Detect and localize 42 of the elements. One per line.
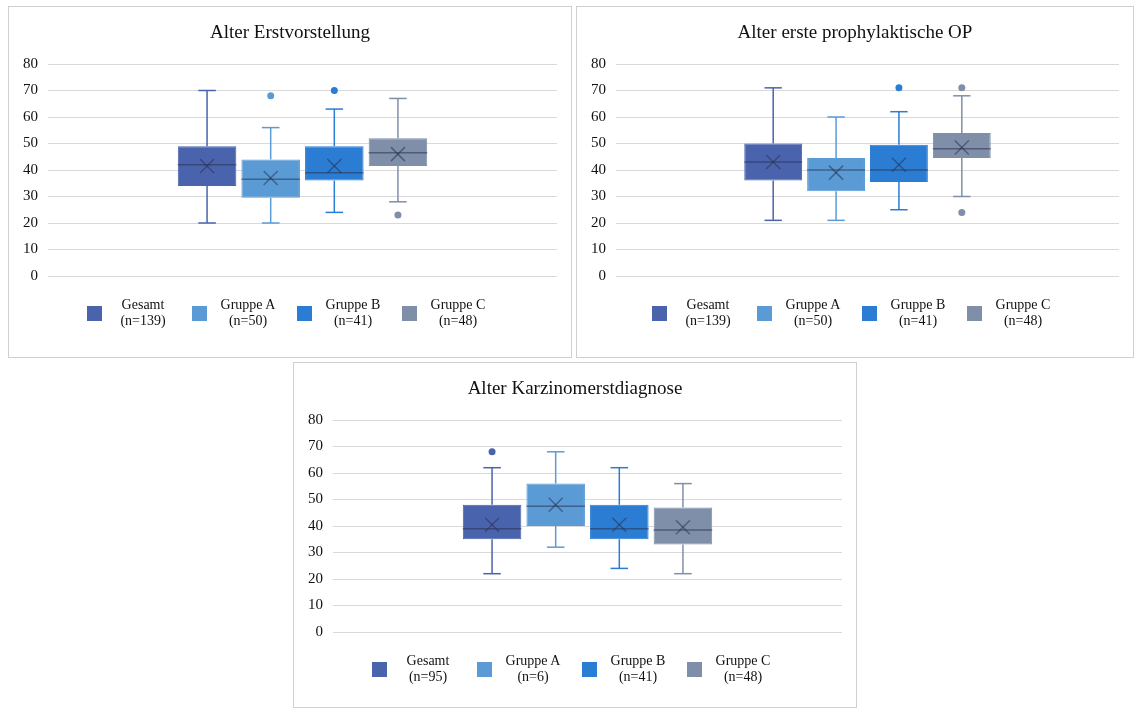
y-tick-label: 80 (591, 54, 606, 71)
legend-label: Gruppe C (n=48) (714, 653, 772, 685)
y-tick-label: 0 (315, 622, 323, 639)
y-tick-label: 20 (23, 213, 38, 230)
y-tick-label: 20 (308, 569, 323, 586)
y-tick-label: 50 (591, 134, 606, 151)
y-tick-label: 70 (308, 437, 323, 454)
chart-title: Alter Karzinomerstdiagnose (466, 377, 684, 400)
y-tick-label: 10 (308, 596, 323, 613)
legend-label: Gesamt (n=139) (684, 297, 732, 329)
legend-label: Gruppe A (n=6) (504, 653, 562, 685)
legend-label: Gruppe A (n=50) (784, 297, 842, 329)
y-tick-label: 40 (308, 516, 323, 533)
y-tick-label: 30 (23, 187, 38, 204)
legend-label: Gesamt (n=139) (119, 297, 167, 329)
y-tick-label: 30 (591, 187, 606, 204)
y-tick-label: 10 (591, 240, 606, 257)
y-tick-label: 80 (23, 54, 38, 71)
y-tick-label: 0 (598, 266, 606, 283)
y-tick-label: 60 (308, 463, 323, 480)
y-tick-label: 80 (308, 410, 323, 427)
y-tick-label: 10 (23, 240, 38, 257)
legend-label: Gruppe B (n=41) (889, 297, 947, 329)
chart-title: Alter Erstvorstellung (209, 21, 371, 44)
y-tick-label: 60 (591, 107, 606, 124)
legend-label: Gruppe C (n=48) (994, 297, 1052, 329)
legend-label: Gesamt (n=95) (405, 653, 451, 685)
y-tick-label: 20 (591, 213, 606, 230)
legend-label: Gruppe B (n=41) (324, 297, 382, 329)
legend-label: Gruppe C (n=48) (429, 297, 487, 329)
y-tick-label: 30 (308, 543, 323, 560)
y-tick-label: 70 (23, 81, 38, 98)
chart-title: Alter erste prophylaktische OP (736, 21, 974, 44)
y-tick-label: 60 (23, 107, 38, 124)
y-tick-label: 70 (591, 81, 606, 98)
y-tick-label: 40 (23, 160, 38, 177)
y-tick-label: 50 (308, 490, 323, 507)
y-tick-label: 50 (23, 134, 38, 151)
legend-label: Gruppe B (n=41) (609, 653, 667, 685)
y-tick-label: 0 (30, 266, 38, 283)
y-tick-label: 40 (591, 160, 606, 177)
legend-label: Gruppe A (n=50) (219, 297, 277, 329)
